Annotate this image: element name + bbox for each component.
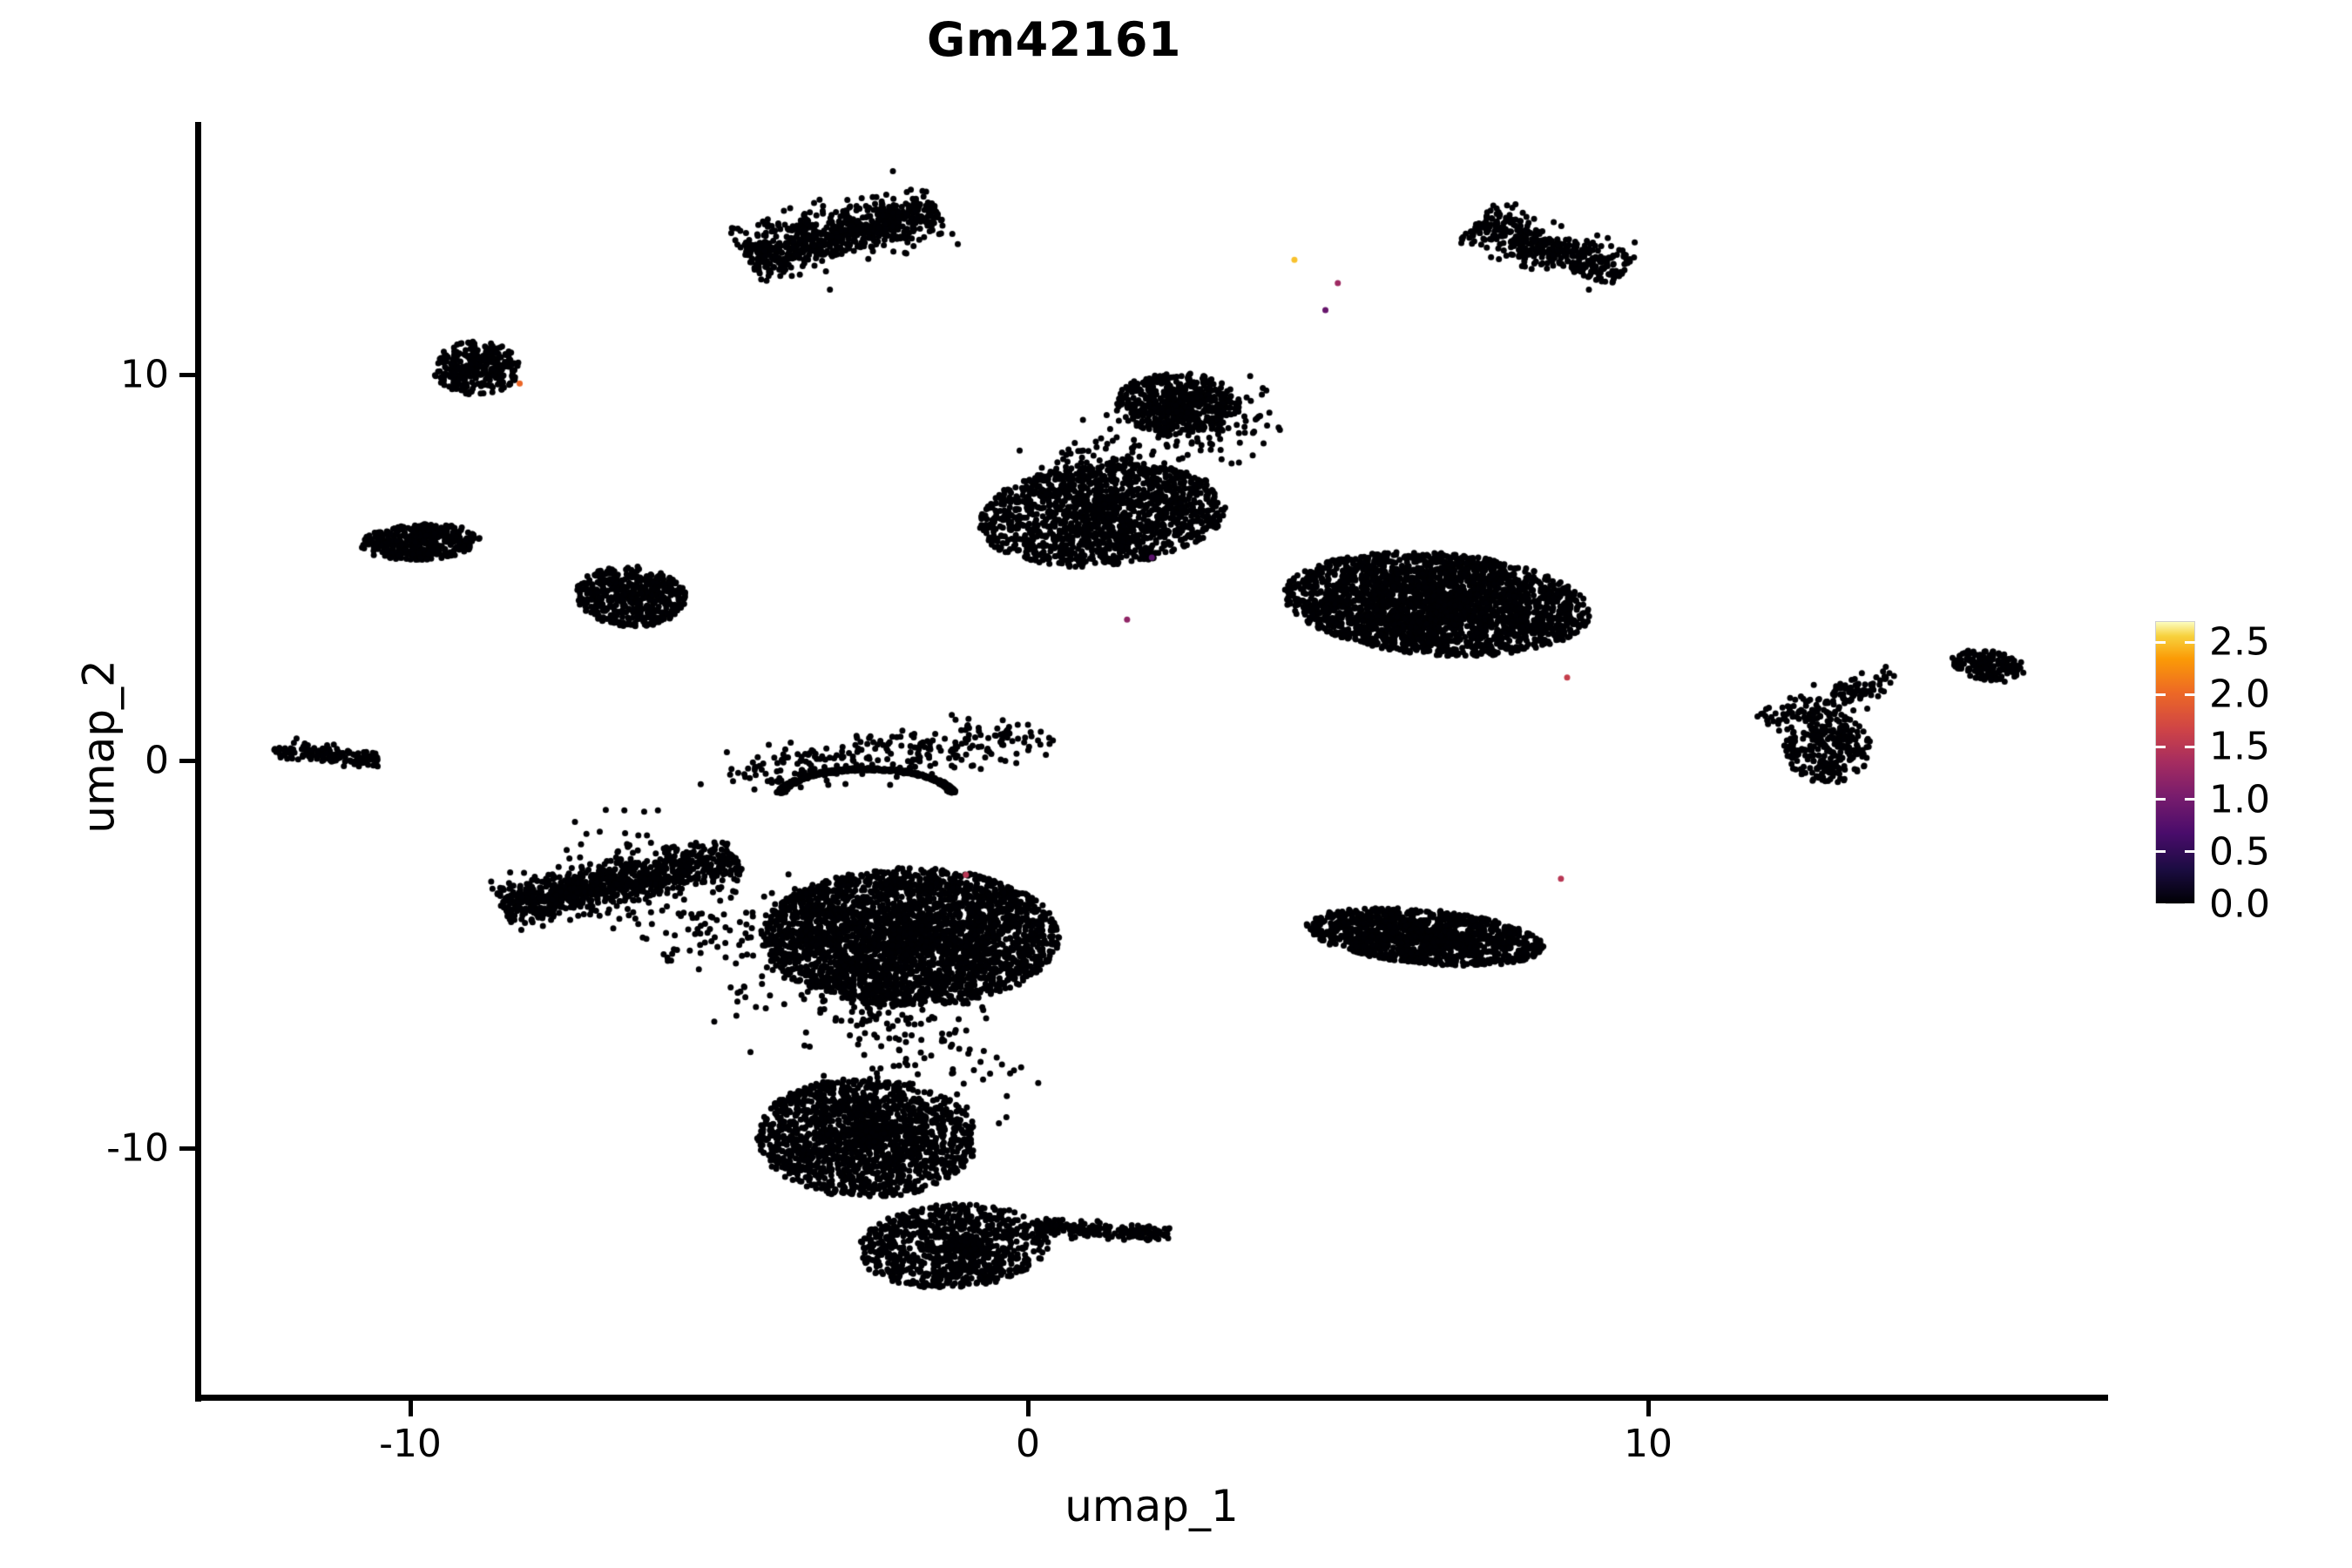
x-tick-label: 10 (1624, 1422, 1673, 1466)
y-tick-label: -10 (106, 1125, 169, 1171)
colorbar-tick-label: 1.5 (2209, 724, 2270, 769)
colorbar-tick-label: 1.0 (2209, 777, 2270, 822)
y-tick-label: 0 (145, 738, 169, 783)
page-title: Gm42161 (927, 12, 1181, 67)
colorbar-tick-mark (2155, 798, 2166, 801)
x-tick-mark (1026, 1401, 1031, 1416)
x-tick-mark (1646, 1401, 1651, 1416)
colorbar-tick-mark (2185, 902, 2195, 906)
colorbar-tick-label: 0.0 (2209, 882, 2270, 927)
colorbar-tick-mark (2155, 850, 2166, 854)
colorbar: 0.0 0.5 1.0 1.5 2.0 2.5 (2155, 620, 2270, 927)
x-tick-label: -10 (379, 1422, 442, 1466)
colorbar-tick-mark (2185, 798, 2195, 801)
colorbar-tick-label: 2.5 (2209, 619, 2270, 665)
colorbar-tick-label: 0.5 (2209, 829, 2270, 875)
y-tick-mark (179, 1146, 195, 1151)
y-tick-label: 10 (120, 352, 169, 397)
colorbar-gradient (2155, 621, 2195, 904)
y-axis-label: umap_2 (73, 659, 125, 834)
y-tick-mark (179, 759, 195, 763)
x-tick-label: 0 (1016, 1422, 1040, 1466)
colorbar-tick-mark (2155, 745, 2166, 748)
x-axis-label: umap_1 (1064, 1481, 1239, 1531)
colorbar-tick-label: 2.0 (2209, 672, 2270, 717)
x-axis-spine (195, 1395, 2108, 1401)
colorbar-tick-mark (2155, 902, 2166, 906)
colorbar-tick-mark (2185, 640, 2195, 644)
x-tick-mark (409, 1401, 413, 1416)
colorbar-tick-mark (2155, 640, 2166, 644)
colorbar-tick-mark (2185, 850, 2195, 854)
scatter-plot-area (199, 122, 2108, 1395)
y-tick-mark (179, 373, 195, 377)
colorbar-tick-mark (2185, 745, 2195, 748)
y-axis-spine (195, 122, 201, 1402)
colorbar-tick-mark (2155, 693, 2166, 696)
colorbar-tick-mark (2185, 693, 2195, 696)
